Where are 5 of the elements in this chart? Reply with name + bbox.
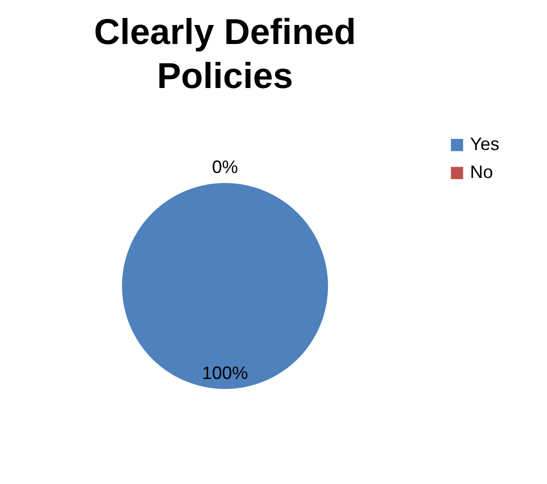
- legend-label: No: [470, 162, 494, 182]
- legend-label: Yes: [470, 134, 500, 154]
- data-label: 100%: [202, 363, 248, 383]
- text: 0%: [212, 157, 238, 177]
- chart-title: Clearly Defined Policies: [94, 11, 356, 96]
